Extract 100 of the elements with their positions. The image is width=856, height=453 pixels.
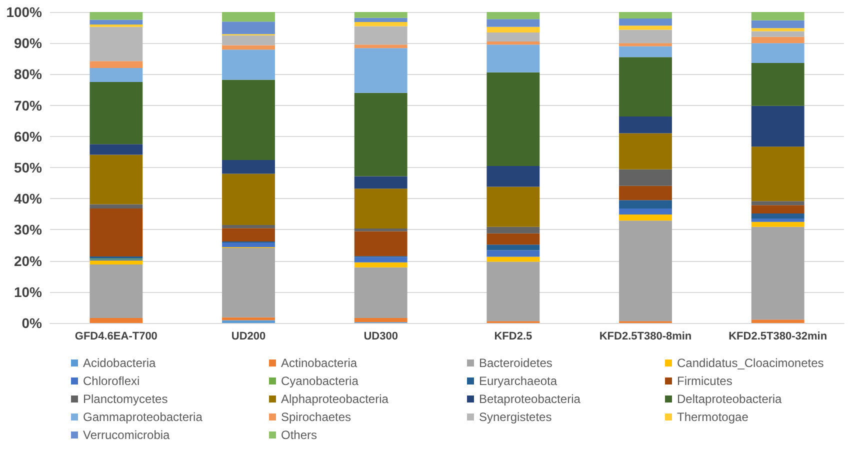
bar [751,28,804,32]
y-tick-label: 60% [14,128,43,144]
bar [619,46,672,58]
bar [751,226,804,320]
bar [619,18,672,26]
bar [751,222,804,227]
bar [222,80,275,160]
bar [354,92,408,176]
bar [619,208,672,214]
bar [222,248,275,318]
legend-label: Planctomycetes [83,392,168,406]
bar [354,22,408,26]
y-tick-label: 90% [14,35,43,52]
legend-label: Verrucomicrobia [83,428,170,442]
legend-label: Betaproteobacteria [479,392,581,406]
bar [619,200,672,209]
bar [354,18,408,22]
bar [222,35,275,46]
bar [486,166,540,187]
bar [486,233,540,245]
bar [751,214,804,219]
bar [90,68,143,82]
bar [90,82,143,144]
bar [354,267,408,318]
bar [354,318,408,322]
bar [751,106,804,147]
bar [486,44,540,72]
bar [619,186,672,200]
bar [751,12,804,20]
bar [90,204,143,209]
bar [90,256,143,259]
bar [90,61,143,68]
bar [90,318,143,323]
bar [751,201,804,206]
bar [90,260,143,265]
bar [486,32,540,42]
bar [486,72,540,166]
legend-label: Actinobacteria [281,356,358,370]
bar [619,116,672,134]
bar [222,160,275,174]
bar [486,12,540,20]
bar [90,264,143,318]
x-tick-label: KFD2.5 [494,330,532,342]
bar [619,57,672,116]
bar [222,174,275,226]
legend-label: Spirochaetes [281,410,352,424]
y-tick-label: 40% [14,190,43,207]
bar [751,31,804,37]
x-tick-label: KFD2.5T380-8min [599,330,692,342]
bar [90,20,143,24]
bar [354,12,408,18]
x-tick-label: GFD4.6EA-T700 [74,330,158,342]
bar [486,226,540,234]
bar [619,133,672,170]
legend-label: Euryarchaeota [479,374,558,388]
y-tick-label: 30% [14,222,43,238]
x-tick-label: UD300 [364,330,398,342]
bar [751,320,804,323]
bar [354,26,408,45]
bar [90,24,143,27]
bar [90,208,143,256]
legend-label: Deltaproteobacteria [677,392,782,406]
bar [619,30,672,44]
legend-label: Alphaproteobacteria [281,392,389,406]
x-tick-label: UD200 [231,330,266,342]
bar [619,26,672,30]
y-tick-label: 20% [14,252,43,269]
bar [751,63,804,106]
bar [222,242,275,248]
bar [222,50,275,80]
bar [486,19,540,27]
bar [751,20,804,28]
legend-label: Others [281,428,318,442]
bar [354,188,408,228]
bar [751,146,804,202]
bar [619,214,672,221]
legend-label: Synergistetes [479,410,552,424]
bar [222,225,275,228]
bar [486,42,540,45]
y-tick-label: 100% [6,4,43,20]
bar [486,250,540,257]
bar [751,205,804,214]
y-tick-label: 80% [14,66,43,82]
legend-label: Candidatus_Cloacimonetes [677,356,824,370]
bar [354,176,408,189]
bar [619,12,672,19]
x-tick-label: KFD2.5T380-32min [728,330,828,342]
bar [751,36,804,44]
bar [619,43,672,46]
bar [222,228,275,242]
bar [354,228,408,232]
legend-label: Thermotogae [677,410,749,424]
bar [222,22,275,34]
bar [619,169,672,186]
bar [354,262,408,268]
bar [354,44,408,48]
bar [90,144,143,155]
bar [486,26,540,33]
bar [222,320,275,323]
legend-label: Acidobacteria [83,356,156,370]
